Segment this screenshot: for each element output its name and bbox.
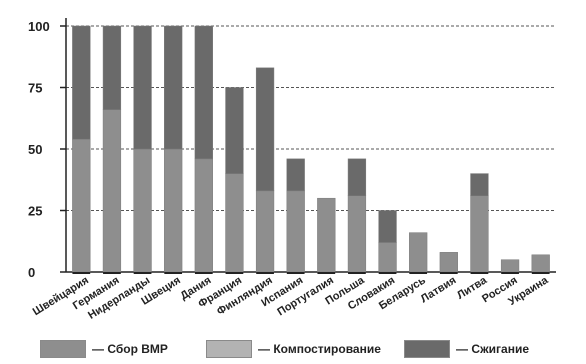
bar-segment xyxy=(347,158,367,196)
x-axis-labels: ШвейцарияГерманияНидерландыШвецияДанияФр… xyxy=(31,274,551,322)
bar-segment xyxy=(255,190,275,273)
legend-item-incineration: — Сжигание xyxy=(404,339,529,359)
stacked-bar-chart: 0 25 50 75 100 ШвейцарияГерманияНидерландыШв… xyxy=(28,18,556,322)
bar-segment xyxy=(409,232,428,273)
bar-segment xyxy=(102,109,122,273)
bar-segment xyxy=(378,210,397,243)
bar-segment xyxy=(347,195,367,273)
bar-segment xyxy=(255,67,275,192)
bar-segment xyxy=(164,25,183,150)
bar-segment xyxy=(500,259,520,273)
y-tick-label: 100 xyxy=(28,19,50,34)
y-tick-label: 0 xyxy=(28,265,35,280)
bar-segment xyxy=(286,158,305,192)
y-tick-label: 25 xyxy=(28,204,42,219)
bar-segment xyxy=(72,138,91,273)
legend-swatch-incineration xyxy=(404,340,450,358)
y-tick-label: 50 xyxy=(28,142,42,157)
bar-segment xyxy=(470,173,489,196)
legend-label-composting: — Компостирование xyxy=(258,342,381,356)
y-tick-label: 75 xyxy=(28,81,42,96)
x-category-label: Латвия xyxy=(419,274,459,305)
bar-segment xyxy=(194,158,213,273)
bar-segment xyxy=(225,87,244,174)
legend-swatch-composting xyxy=(206,340,252,358)
legend-label-collection: — Сбор ВМР xyxy=(92,342,168,356)
bar-segment xyxy=(133,25,152,150)
legend-label-incineration: — Сжигание xyxy=(456,342,530,356)
y-axis-ticks: 0 25 50 75 100 xyxy=(28,19,66,280)
bar-segment xyxy=(194,25,213,160)
bar-segment xyxy=(470,195,489,273)
bar-segment xyxy=(72,25,91,140)
bar-segment xyxy=(225,173,244,273)
bar-segment xyxy=(286,190,305,273)
legend-item-composting: — Компостирование xyxy=(206,339,381,359)
bar-segment xyxy=(102,25,122,110)
bar-segment xyxy=(439,252,458,273)
legend-swatch-collection xyxy=(40,340,86,358)
bar-segment xyxy=(164,148,183,273)
legend: — Сбор ВМР — Компостирование — Сжигание xyxy=(0,337,586,361)
bar-segment xyxy=(531,254,550,273)
legend-item-collection: — Сбор ВМР xyxy=(40,339,168,359)
bar-segment xyxy=(317,197,336,273)
bar-segment xyxy=(133,148,152,273)
bar-segment xyxy=(378,242,397,273)
bars xyxy=(72,25,550,274)
